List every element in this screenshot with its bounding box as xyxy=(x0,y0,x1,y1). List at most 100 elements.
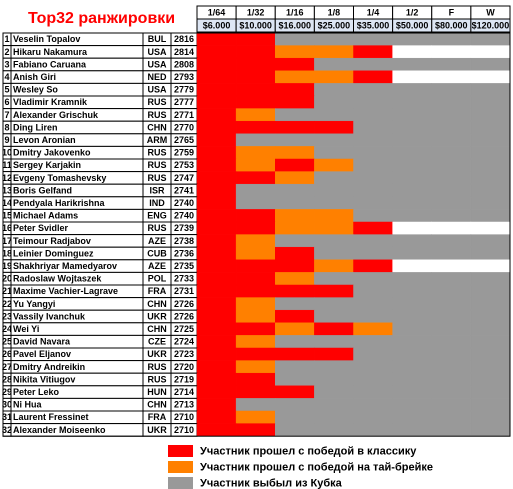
result-cell xyxy=(314,57,354,72)
result-cell xyxy=(431,146,472,160)
player-name: Pavel Eljanov xyxy=(13,349,71,359)
result-cell xyxy=(314,209,354,223)
result-cell xyxy=(196,335,237,349)
result-cell xyxy=(275,95,315,109)
result-cell xyxy=(314,146,354,160)
result-cell xyxy=(470,196,511,210)
row-number: 4 xyxy=(4,72,9,82)
row-number: 15 xyxy=(2,211,12,221)
result-cell xyxy=(275,196,315,210)
result-cell xyxy=(275,234,315,248)
country: RUS xyxy=(147,97,166,107)
result-cell xyxy=(353,158,393,172)
result-cell xyxy=(392,410,432,424)
country: USA xyxy=(147,85,167,95)
player-name: Dmitry Andreikin xyxy=(13,362,85,372)
legend-swatch xyxy=(168,461,193,473)
result-cell xyxy=(235,120,276,135)
result-cell xyxy=(314,196,354,210)
result-cell xyxy=(196,423,237,437)
result-cell xyxy=(196,95,237,109)
rating: 2726 xyxy=(174,299,194,309)
result-cell xyxy=(314,347,354,361)
result-cell xyxy=(196,32,237,46)
result-cell xyxy=(196,297,237,311)
result-cell xyxy=(470,259,511,273)
country: HUN xyxy=(147,387,167,397)
result-cell xyxy=(196,171,237,185)
player-name: Alexander Grischuk xyxy=(13,110,99,120)
result-cell xyxy=(314,120,354,135)
country: RUS xyxy=(147,160,166,170)
row-number: 22 xyxy=(2,299,12,309)
result-cell xyxy=(196,183,237,198)
result-cell xyxy=(275,70,315,84)
country: CUB xyxy=(147,248,167,258)
row-number: 10 xyxy=(2,148,12,158)
row-number: 30 xyxy=(2,400,12,410)
result-cell xyxy=(275,410,315,424)
row-number: 17 xyxy=(2,236,12,246)
result-cell xyxy=(196,360,237,374)
result-cell xyxy=(314,259,354,273)
result-cell xyxy=(392,259,432,273)
result-cell xyxy=(392,322,432,336)
result-cell xyxy=(431,83,472,97)
result-cell xyxy=(470,133,511,147)
country: CHN xyxy=(147,299,167,309)
player-name: Leinier Dominguez xyxy=(13,248,94,258)
result-cell xyxy=(275,183,315,198)
player-name: Laurent Fressinet xyxy=(13,412,89,422)
result-cell xyxy=(353,272,393,286)
result-cell xyxy=(470,70,511,84)
country: AZE xyxy=(148,236,166,246)
result-cell xyxy=(431,309,472,324)
row-number: 26 xyxy=(2,349,12,359)
result-cell xyxy=(275,133,315,147)
rating: 2739 xyxy=(174,223,194,233)
round-label: 1/32 xyxy=(247,7,265,17)
rating: 2736 xyxy=(174,248,194,258)
result-cell xyxy=(275,146,315,160)
player-name: Peter Leko xyxy=(13,387,60,397)
row-number: 29 xyxy=(2,387,12,397)
result-cell xyxy=(470,221,511,235)
result-cell xyxy=(470,360,511,374)
result-cell xyxy=(470,335,511,349)
country: NED xyxy=(147,72,167,82)
result-cell xyxy=(314,32,354,46)
result-cell xyxy=(235,360,276,374)
rating: 2713 xyxy=(174,400,194,410)
result-cell xyxy=(353,309,393,324)
result-cell xyxy=(235,209,276,223)
player-name: Anish Giri xyxy=(13,72,56,82)
result-cell xyxy=(235,133,276,147)
row-number: 31 xyxy=(2,412,12,422)
result-cell xyxy=(196,410,237,424)
result-cell xyxy=(392,398,432,412)
result-cell xyxy=(275,57,315,72)
result-cell xyxy=(314,234,354,248)
result-cell xyxy=(314,95,354,109)
result-cell xyxy=(470,309,511,324)
result-cell xyxy=(392,57,432,72)
rating: 2814 xyxy=(174,47,194,57)
result-cell xyxy=(470,45,511,59)
country: FRA xyxy=(148,286,167,296)
player-name: Veselin Topalov xyxy=(13,34,80,44)
result-cell xyxy=(314,221,354,235)
rating: 2723 xyxy=(174,349,194,359)
result-cell xyxy=(235,309,276,324)
result-cell xyxy=(275,259,315,273)
result-cell xyxy=(196,398,237,412)
result-cell xyxy=(275,246,315,261)
player-name: Teimour Radjabov xyxy=(13,236,91,246)
result-cell xyxy=(235,423,276,437)
result-cell xyxy=(314,133,354,147)
result-cell xyxy=(431,120,472,135)
country: ISR xyxy=(149,185,165,195)
result-cell xyxy=(235,398,276,412)
player-name: David Navara xyxy=(13,337,71,347)
result-cell xyxy=(275,171,315,185)
